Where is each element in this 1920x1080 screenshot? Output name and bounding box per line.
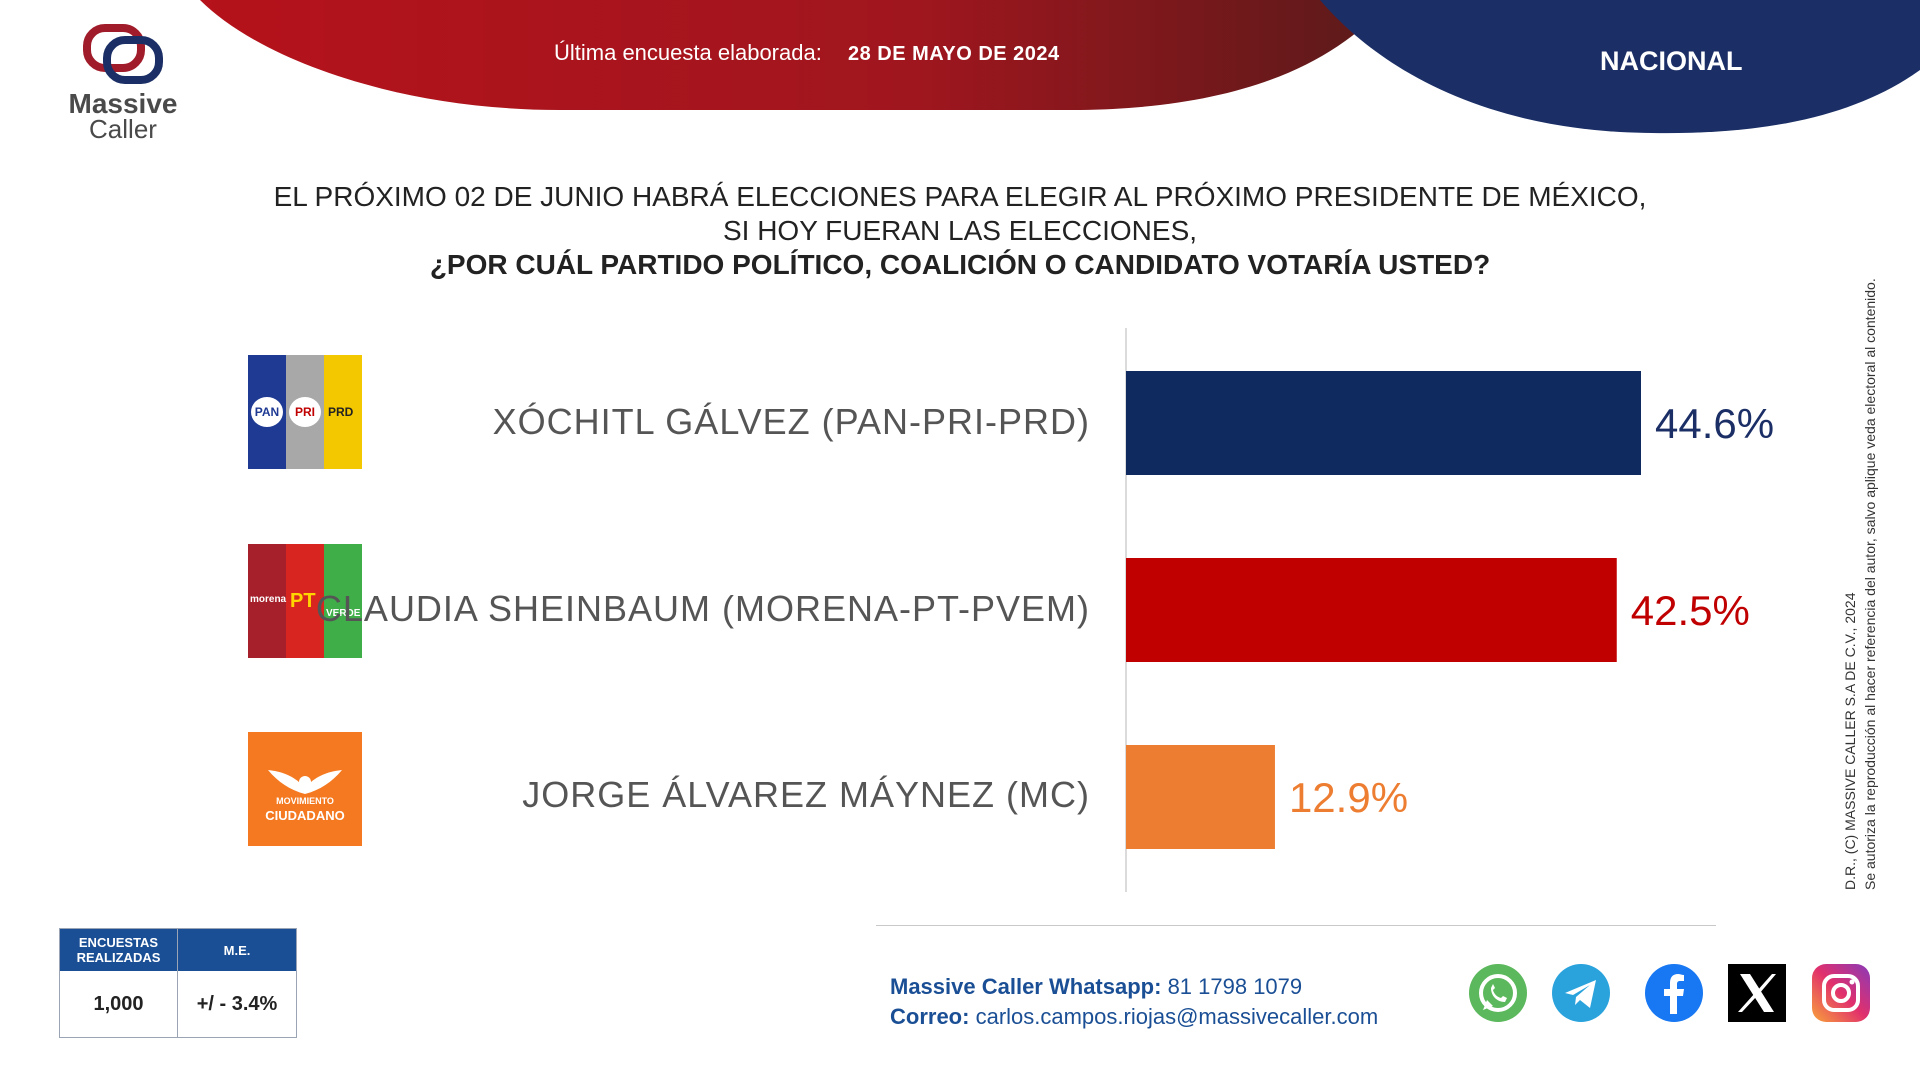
- question-line3: ¿POR CUÁL PARTIDO POLÍTICO, COALICIÓN O …: [429, 249, 1491, 280]
- category-label-galvez: XÓCHITL GÁLVEZ (PAN-PRI-PRD): [492, 401, 1090, 442]
- logo-brand-line1: Massive: [68, 88, 178, 119]
- massive-caller-logo: Massive Caller: [58, 22, 188, 148]
- pri-emblem: PRI: [289, 397, 321, 427]
- email-address[interactable]: carlos.campos.riojas@massivecaller.com: [975, 1004, 1379, 1029]
- telegram-icon[interactable]: [1552, 964, 1610, 1022]
- instagram-icon[interactable]: [1812, 964, 1870, 1022]
- eagle-icon: [268, 770, 342, 794]
- survey-stats-table: ENCUESTAS REALIZADAS M.E. 1,000 +/ - 3.4…: [59, 928, 297, 1038]
- morena-pt-pvem-logo: morena PT VERDE: [248, 544, 362, 658]
- category-label-maynez: JORGE ÁLVAREZ MÁYNEZ (MC): [522, 774, 1090, 815]
- data-label-galvez: 44.6%: [1655, 400, 1774, 447]
- mc-text-line1: MOVIMIENTO: [276, 796, 334, 806]
- stats-divider: [177, 929, 178, 1037]
- stats-sample-value: 1,000: [93, 992, 144, 1015]
- category-label-sheinbaum: CLAUDIA SHEINBAUM (MORENA-PT-PVEM): [315, 588, 1090, 629]
- data-label-maynez: 12.9%: [1289, 774, 1408, 821]
- survey-date-label: Última encuesta elaborada:: [554, 40, 822, 65]
- pt-emblem: PT: [290, 590, 316, 612]
- bar-sheinbaum: [1126, 558, 1617, 662]
- movimiento-ciudadano-logo: MOVIMIENTO CIUDADANO: [248, 732, 362, 846]
- disclaimer-line1: D.R., (C) MASSIVE CALLER S.A DE C.V., 20…: [1842, 592, 1858, 890]
- bar-galvez: [1126, 371, 1641, 475]
- mc-text-line2: CIUDADANO: [265, 808, 345, 823]
- survey-question: EL PRÓXIMO 02 DE JUNIO HABRÁ ELECCIONES …: [230, 180, 1690, 282]
- morena-emblem: morena: [250, 594, 287, 605]
- pan-pri-prd-logo: PAN PRI PRD: [248, 355, 362, 469]
- x-icon[interactable]: [1728, 964, 1786, 1022]
- stats-header-sample: ENCUESTAS REALIZADAS: [60, 929, 177, 971]
- stats-margin-value: +/ - 3.4%: [196, 992, 278, 1015]
- scope-label: NACIONAL: [1600, 46, 1743, 76]
- bar-maynez: [1126, 745, 1275, 849]
- prd-emblem: PRD: [328, 405, 354, 419]
- question-line2: SI HOY FUERAN LAS ELECCIONES,: [722, 215, 1198, 246]
- header-background: [200, 0, 1920, 134]
- copyright-disclaimer: D.R., (C) MASSIVE CALLER S.A DE C.V., 20…: [1840, 210, 1880, 890]
- verde-emblem: VERDE: [326, 608, 361, 619]
- survey-date-value: 28 DE MAYO DE 2024: [847, 43, 1060, 65]
- footer-divider: [876, 925, 1716, 926]
- whatsapp-label: Massive Caller Whatsapp:: [890, 974, 1162, 999]
- whatsapp-icon[interactable]: [1469, 964, 1527, 1022]
- disclaimer-line2: Se autoriza la reproducción al hacer ref…: [1862, 278, 1878, 890]
- pan-emblem: PAN: [251, 397, 283, 427]
- data-label-sheinbaum: 42.5%: [1631, 587, 1750, 634]
- stats-header-margin: M.E.: [178, 929, 296, 971]
- survey-date: Última encuesta elaborada: 28 DE MAYO DE…: [554, 40, 1060, 66]
- facebook-icon[interactable]: [1645, 964, 1703, 1022]
- email-label: Correo:: [890, 1004, 970, 1029]
- logo-mark-icon: [83, 24, 163, 84]
- question-line1: EL PRÓXIMO 02 DE JUNIO HABRÁ ELECCIONES …: [273, 181, 1647, 212]
- logo-brand-line2: Caller: [89, 114, 157, 144]
- whatsapp-number[interactable]: 81 1798 1079: [1167, 974, 1303, 999]
- contact-info: Massive Caller Whatsapp: 81 1798 1079 Co…: [890, 972, 1378, 1032]
